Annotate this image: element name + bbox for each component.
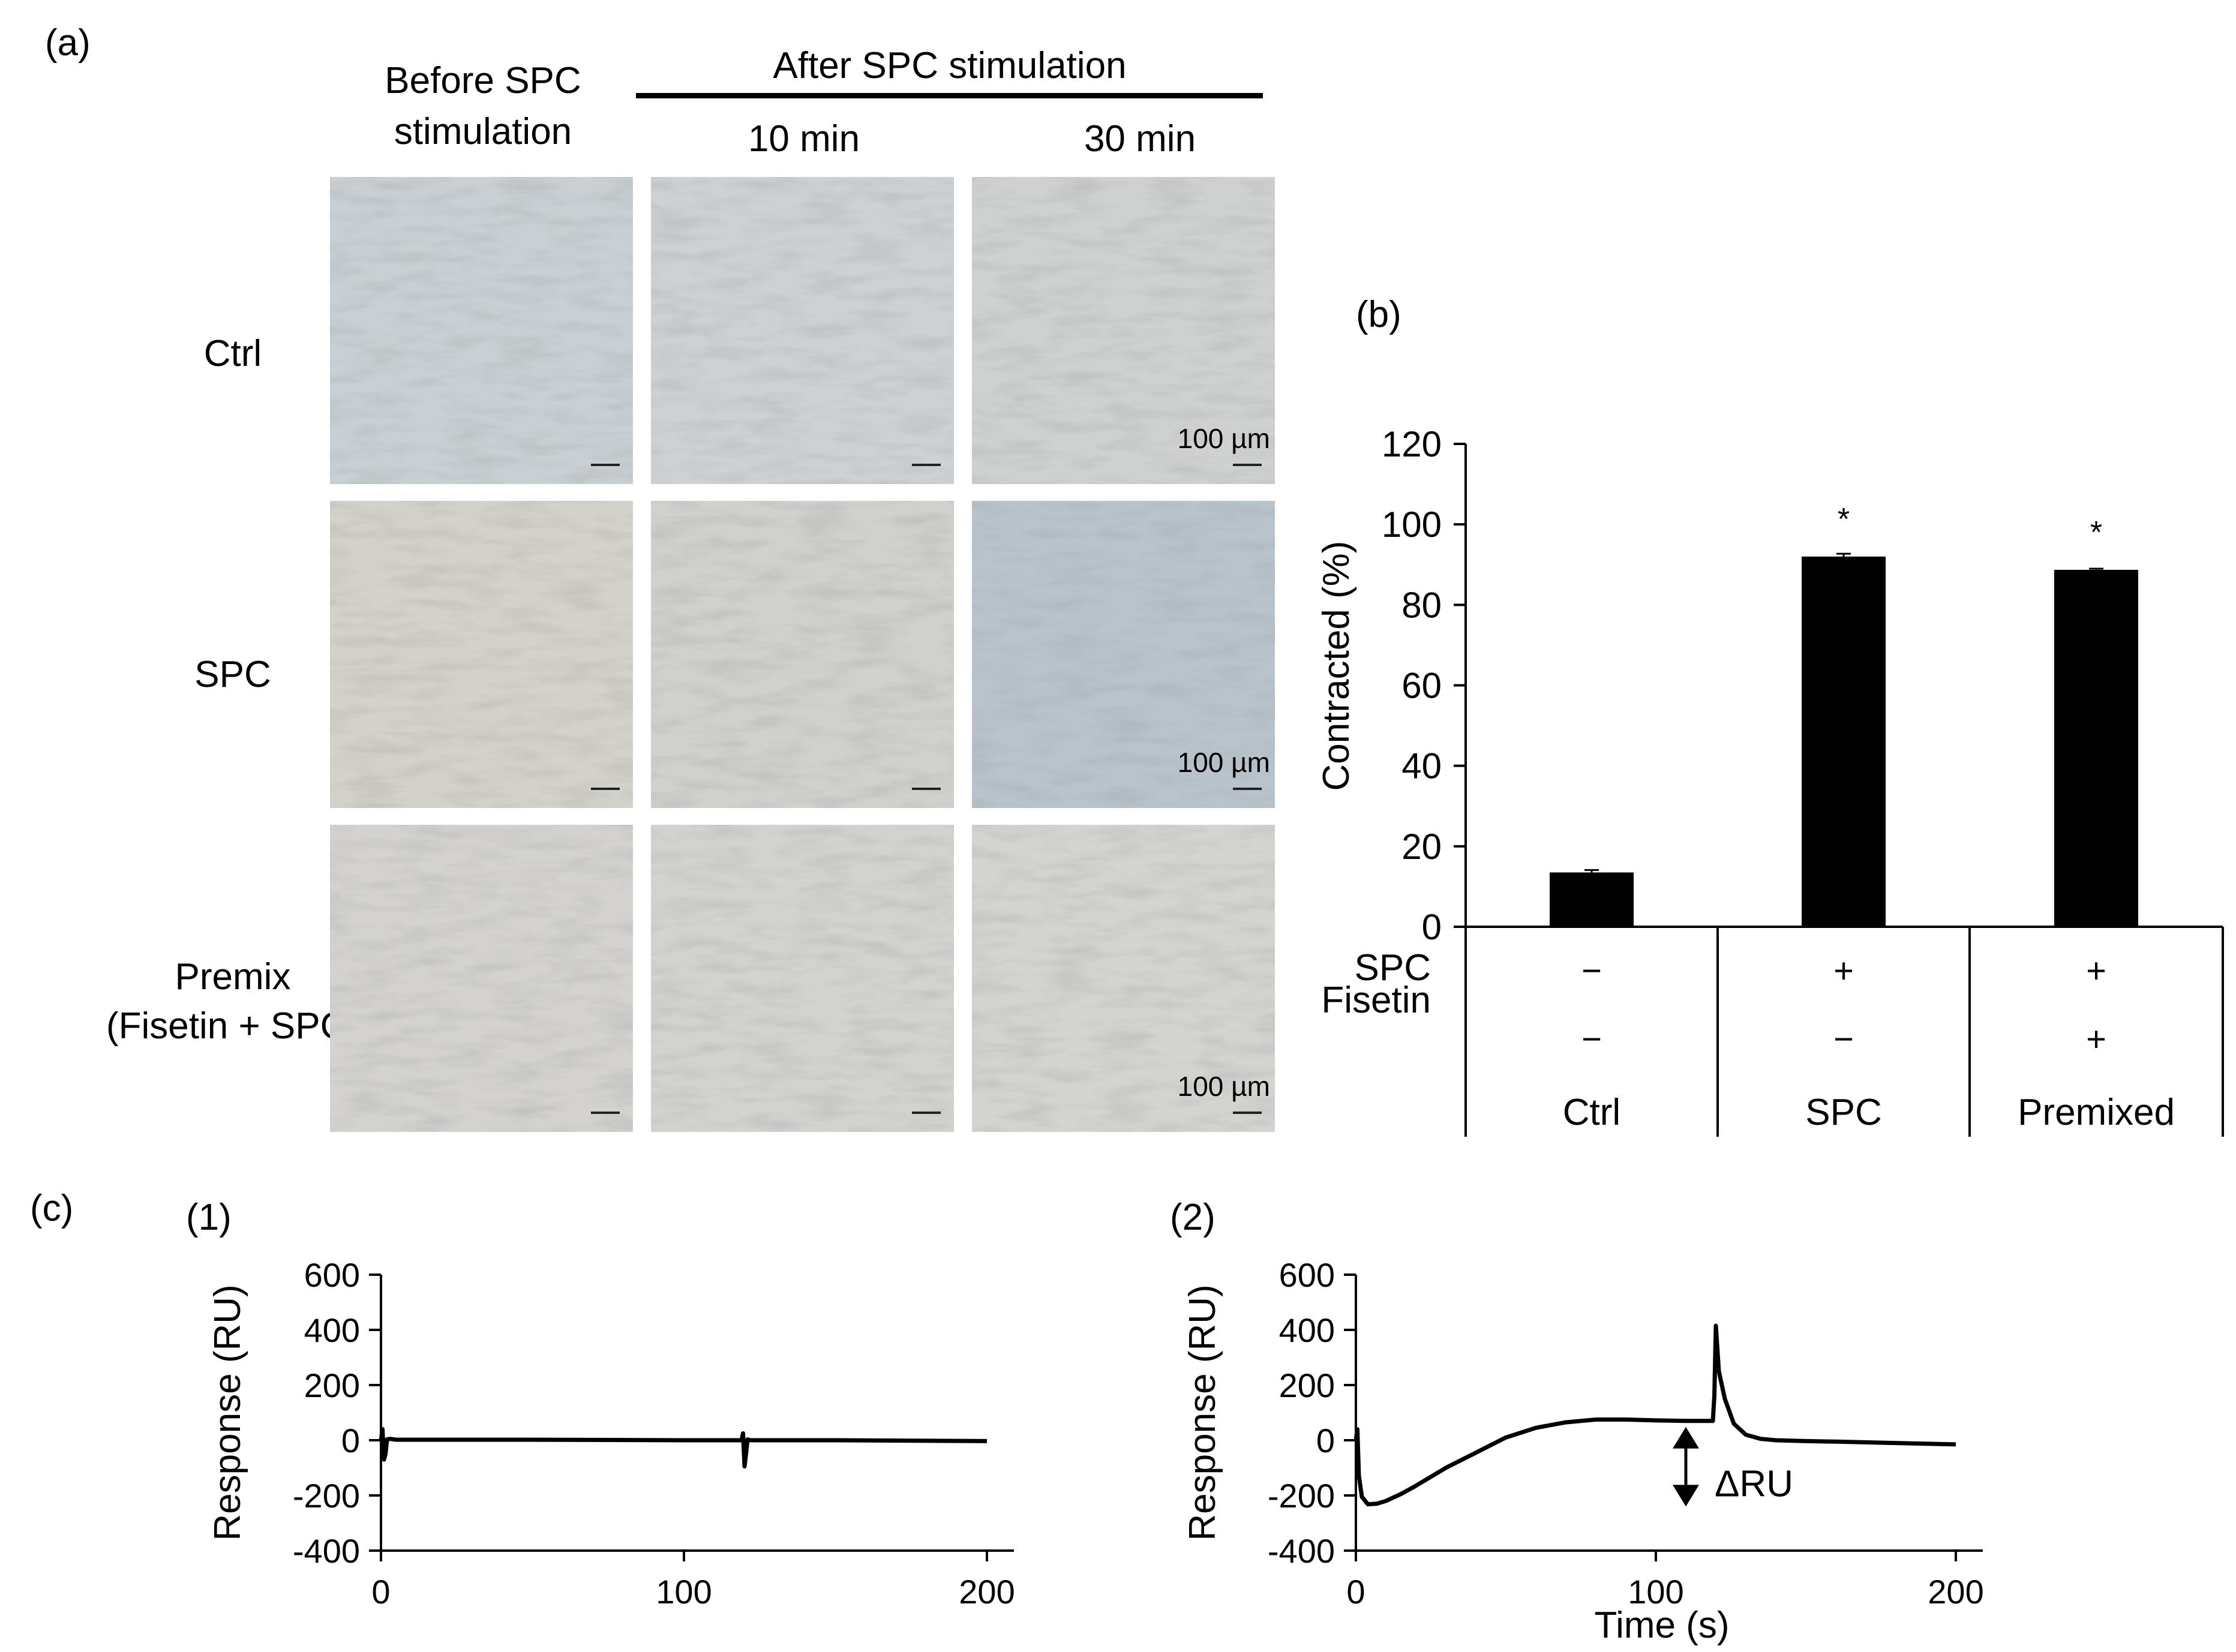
delta-arrow-head-down — [1673, 1485, 1699, 1507]
col-after-bar — [636, 93, 1263, 98]
x-tick-label: 200 — [959, 1573, 1015, 1611]
y-tick-label: 600 — [304, 1256, 360, 1294]
cell-texture — [972, 501, 1275, 808]
scale-bar-label: 100 µm — [1178, 1071, 1270, 1102]
x-tick-label: 100 — [1628, 1573, 1683, 1611]
y-axis-title: Contracted (%) — [1316, 541, 1357, 791]
bar — [2054, 569, 2138, 927]
sensorgram-line — [1353, 1323, 1956, 1507]
cell-texture — [972, 825, 1275, 1132]
y-axis-title: Response (RU) — [207, 1284, 248, 1540]
col-10min: 10 min — [748, 118, 860, 160]
x-tick-label: 100 — [656, 1573, 712, 1611]
sensorgram-line — [379, 1427, 988, 1469]
cell-texture — [330, 501, 633, 808]
micrograph-grid: Ctrl 100 µm SPC 100 µm Premix (Fisetin + SPC)… — [106, 177, 1275, 1132]
factor-name: Fisetin — [1321, 980, 1431, 1021]
panel-c-label: (c) — [30, 1188, 73, 1229]
delta-arrow-head-up — [1673, 1426, 1699, 1449]
cell-texture — [651, 501, 954, 808]
cell-texture — [330, 825, 633, 1132]
y-tick-label: 120 — [1382, 424, 1442, 464]
y-axis-title: Response (RU) — [1182, 1284, 1223, 1540]
factor-value: + — [2086, 951, 2106, 990]
x-tick-label: 0 — [371, 1573, 390, 1611]
y-tick-label: -200 — [1268, 1477, 1335, 1515]
x-tick-label: 200 — [1928, 1573, 1983, 1611]
factor-name: SPC — [1355, 947, 1431, 989]
panel-c2-label: (2) — [1170, 1197, 1215, 1238]
y-tick-label: 100 — [1382, 504, 1442, 545]
y-tick-label: -400 — [293, 1532, 360, 1570]
x-tick-label: 0 — [1346, 1573, 1365, 1611]
x-axis-title: Time (s) — [1595, 1605, 1730, 1646]
y-tick-label: 400 — [1279, 1311, 1335, 1349]
panel-b-label: (b) — [1356, 294, 1401, 335]
spr-sensorgram-1: -400 -200 0 200 400 600 0 100 200 Response (RU) — [207, 1256, 1015, 1611]
bar — [1802, 556, 1886, 927]
factor-value: − — [1581, 1020, 1602, 1059]
factor-value: − — [1581, 951, 1602, 990]
row-label: SPC — [194, 654, 271, 695]
cell-texture — [651, 825, 954, 1132]
factor-value: + — [1833, 951, 1854, 990]
y-tick-label: 60 — [1401, 666, 1442, 706]
y-tick-label: 200 — [304, 1366, 360, 1404]
y-tick-label: 0 — [341, 1422, 360, 1459]
delta-ru-label: ΔRU — [1715, 1464, 1793, 1505]
significance-marker: * — [1838, 502, 1850, 537]
spr-sensorgram-2: -400 -200 0 200 400 600 0 100 200 Response (RU) Ti… — [1182, 1256, 1984, 1646]
y-tick-label: 40 — [1401, 746, 1442, 786]
col-before-line1: Before SPC — [385, 60, 581, 101]
y-tick-label: 0 — [1422, 907, 1442, 947]
panel-a-label: (a) — [45, 22, 91, 64]
category-label: SPC — [1805, 1092, 1881, 1133]
y-tick-label: 600 — [1279, 1256, 1335, 1294]
row-label: (Fisetin + SPC) — [106, 1005, 359, 1047]
scale-bar-label: 100 µm — [1178, 747, 1270, 778]
category-label: Ctrl — [1563, 1092, 1620, 1133]
col-before-line2: stimulation — [394, 111, 572, 152]
contraction-bar-chart: 0 20 40 60 80 100 120 Contracted (%) Ctrl * SPC * Pr… — [1316, 424, 2224, 1137]
row-label: Ctrl — [204, 333, 262, 374]
cell-texture — [651, 177, 954, 484]
row-label: Premix — [175, 956, 291, 998]
y-tick-label: 200 — [1279, 1366, 1335, 1404]
factor-value: − — [1833, 1020, 1854, 1059]
y-tick-label: -400 — [1268, 1532, 1335, 1570]
cell-texture — [972, 177, 1275, 484]
col-after-header: After SPC stimulation — [773, 45, 1126, 86]
y-tick-label: 20 — [1401, 827, 1442, 867]
scale-bar-label: 100 µm — [1178, 423, 1270, 454]
col-30min: 30 min — [1084, 118, 1196, 160]
y-tick-label: 0 — [1316, 1422, 1335, 1459]
y-tick-label: 400 — [304, 1311, 360, 1349]
factor-value: + — [2086, 1020, 2106, 1059]
cell-texture — [330, 177, 633, 484]
y-tick-label: -200 — [293, 1477, 360, 1515]
panel-c1-label: (1) — [186, 1197, 232, 1238]
category-label: Premixed — [2018, 1092, 2175, 1133]
significance-marker: * — [2090, 515, 2102, 550]
y-tick-label: 80 — [1401, 585, 1442, 625]
bar — [1550, 872, 1634, 927]
